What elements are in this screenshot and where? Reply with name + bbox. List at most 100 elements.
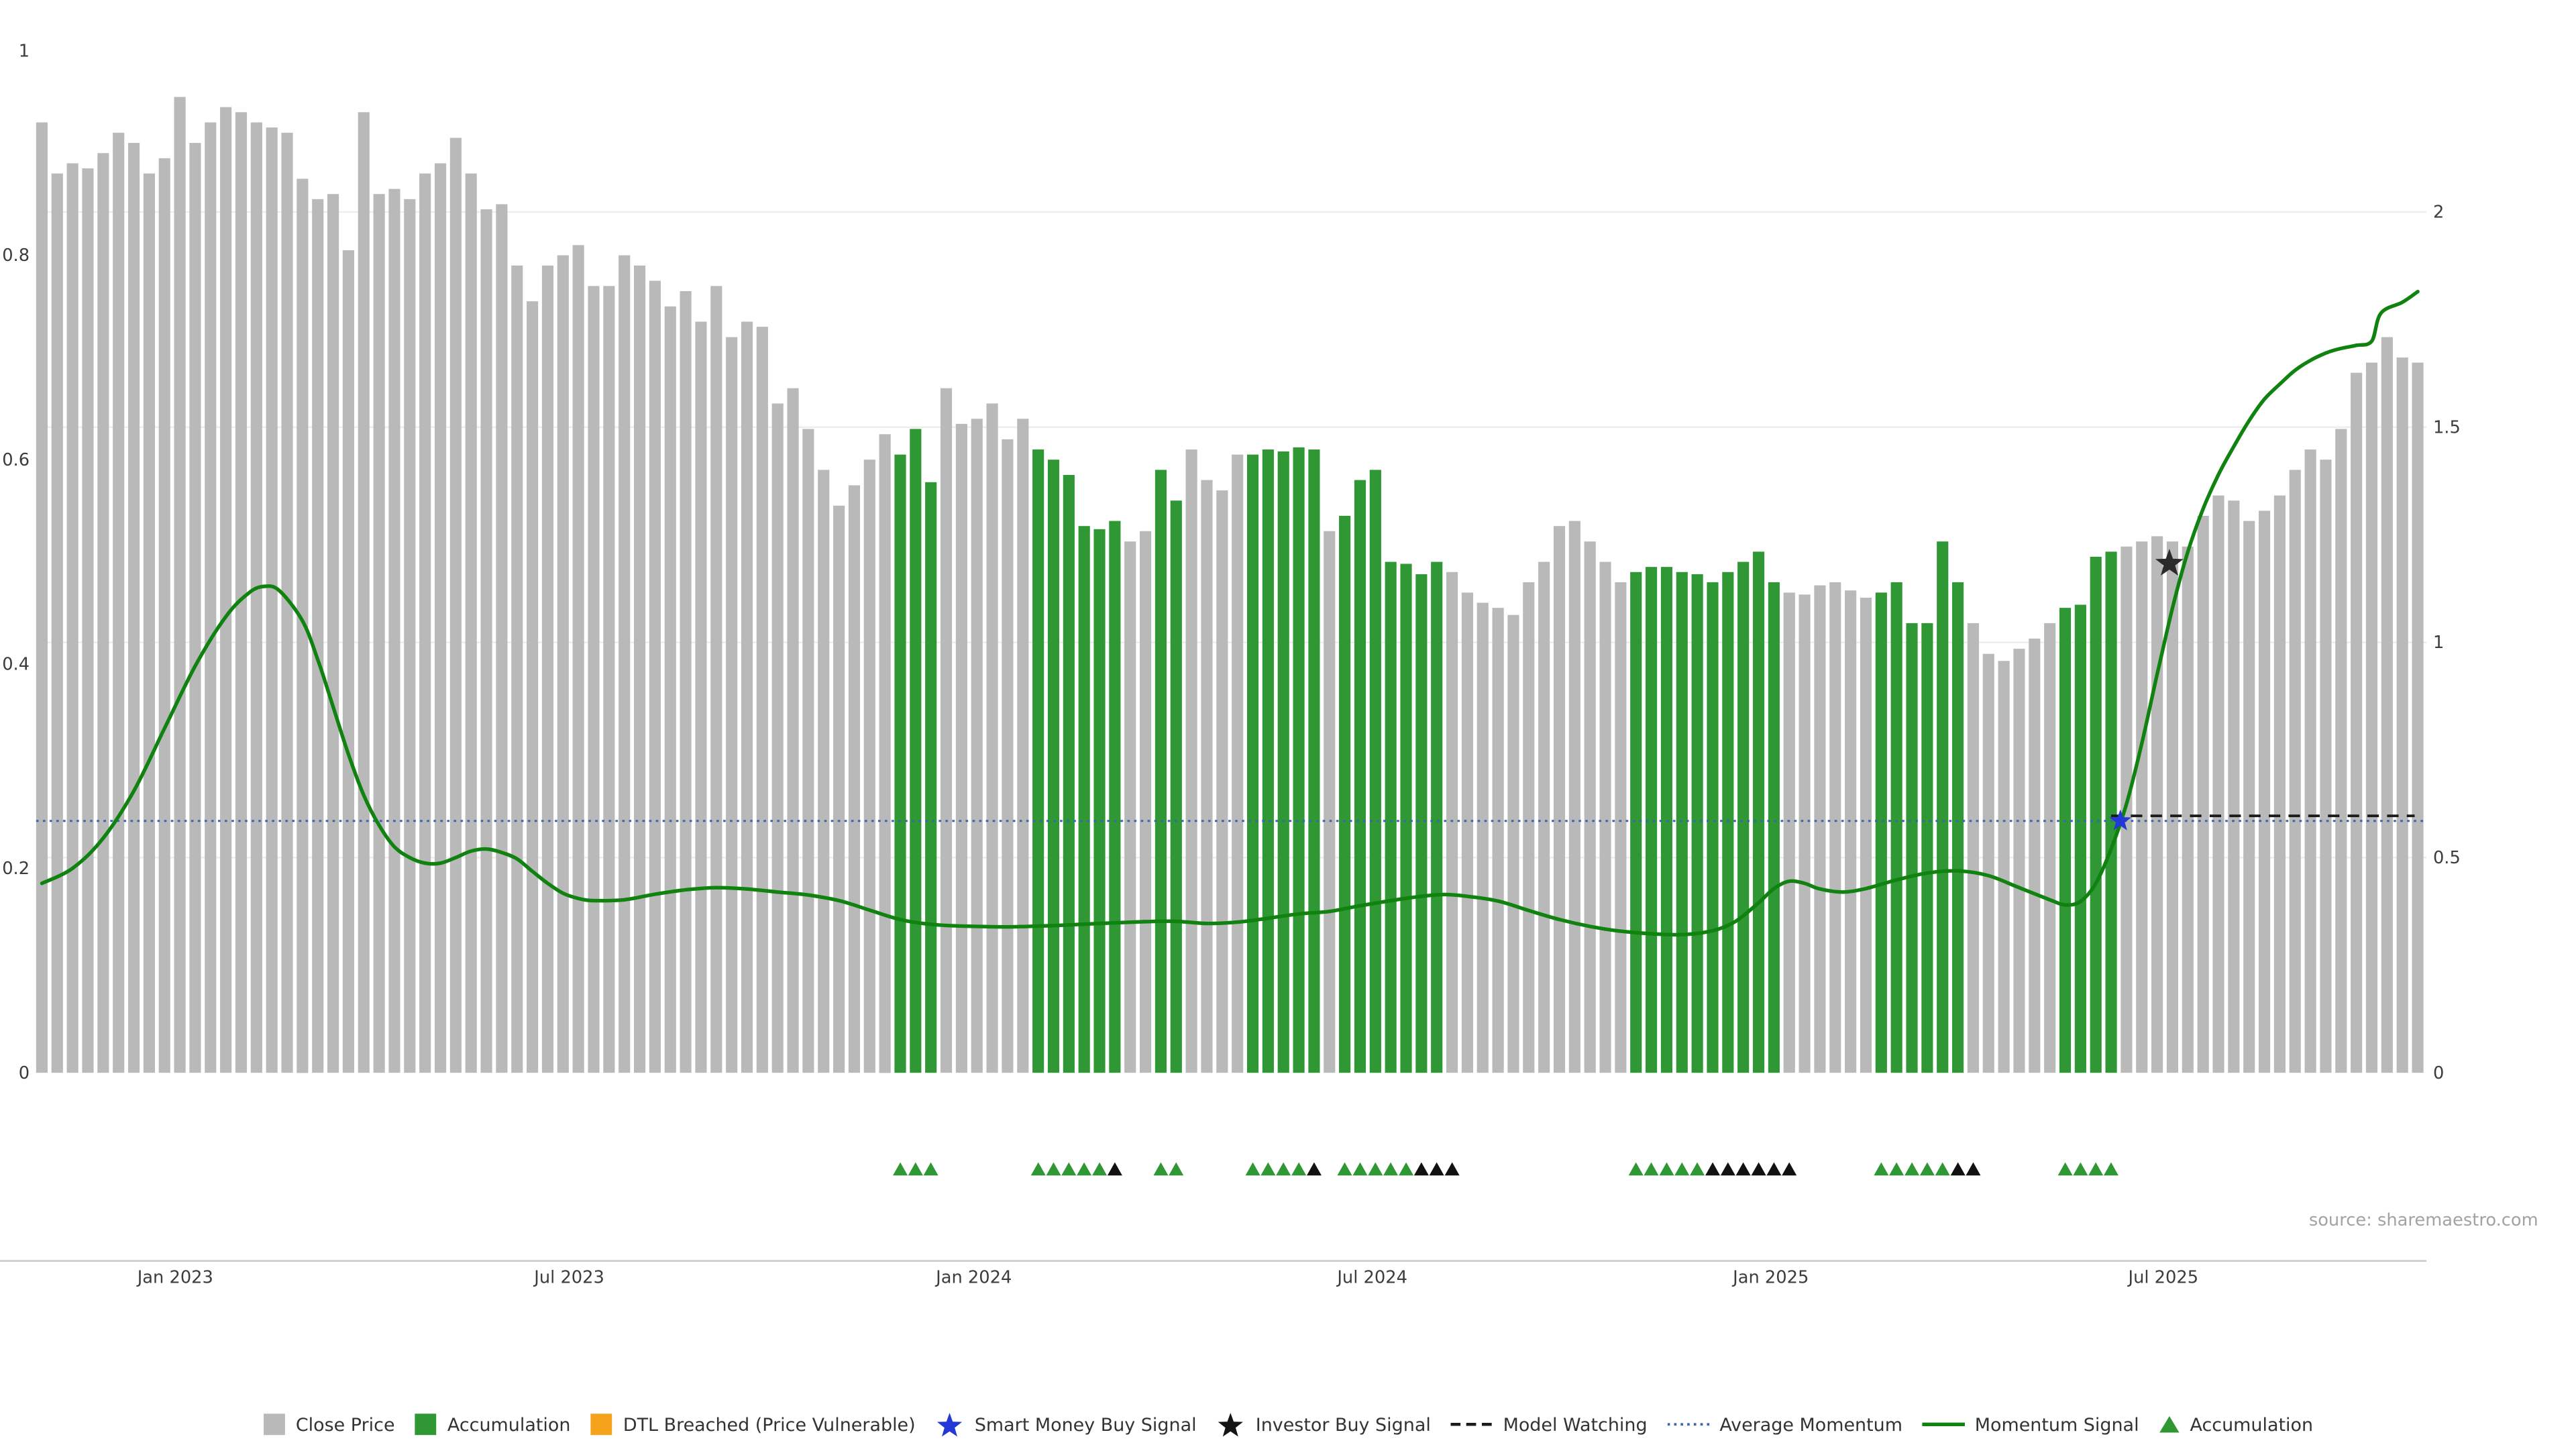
close-price-bar [879, 434, 891, 1073]
close-price-bar [51, 173, 63, 1073]
close-price-bar [235, 112, 248, 1073]
accumulation-triangle [908, 1162, 923, 1176]
close-price-bar [1982, 653, 1994, 1073]
close-price-bar [36, 122, 48, 1073]
legend-item-close-price: Close Price [263, 1413, 395, 1436]
close-price-bar [649, 280, 661, 1073]
close-price-bar [66, 163, 78, 1073]
accumulation-bar [1906, 623, 1918, 1073]
close-price-bar [2304, 449, 2316, 1073]
accumulation-bar [1890, 582, 1902, 1073]
accumulation-triangle [2073, 1162, 2088, 1176]
accumulation-triangle [1628, 1162, 1644, 1176]
close-price-bar [1783, 592, 1795, 1073]
close-price-bar [588, 286, 600, 1073]
price-bars [36, 97, 2424, 1073]
accumulation-triangle [1352, 1162, 1368, 1176]
close-price-bar [802, 429, 814, 1073]
close-price-bar [1185, 449, 1197, 1073]
close-price-bar [833, 505, 845, 1073]
close-price-bar [619, 255, 631, 1073]
legend-item-accumulation-marker: Accumulation [2159, 1413, 2313, 1435]
close-price-bar [955, 423, 967, 1073]
close-price-bar [2381, 337, 2393, 1073]
close-price-bar [388, 189, 400, 1073]
accumulation-triangle [1659, 1162, 1674, 1176]
close-price-bar [1446, 572, 1458, 1073]
momentum-signal-glyph [1922, 1422, 1966, 1426]
accumulation-bar [1063, 475, 1075, 1073]
accumulation-bar [1369, 470, 1381, 1073]
legend-label: Accumulation [2190, 1413, 2314, 1436]
accumulation-triangle [1030, 1162, 1046, 1176]
accumulation-bar [1047, 460, 1060, 1073]
accumulation-triangle [1368, 1162, 1383, 1176]
accumulation-bar [1093, 529, 1106, 1073]
close-price-bar [358, 112, 370, 1073]
close-price-bar [373, 194, 385, 1073]
accumulation-triangle [1077, 1162, 1092, 1176]
investor-triangle [1429, 1162, 1444, 1176]
close-price-bar [1477, 602, 1489, 1073]
x-axis-tick: Jan 2024 [934, 1268, 1012, 1288]
accumulation-bar [1400, 564, 1412, 1073]
close-price-bar [480, 209, 492, 1073]
legend-item-smart-money-buy-signal: Smart Money Buy Signal [935, 1410, 1197, 1438]
accumulation-triangle [1260, 1162, 1276, 1176]
close-price-bar [1568, 521, 1580, 1073]
legend-item-momentum-signal: Momentum Signal [1922, 1413, 2139, 1435]
signal-lines [36, 290, 2427, 937]
close-price-bar [680, 290, 692, 1073]
smart-money-buy-signal-glyph [937, 1411, 963, 1436]
close-price-bar [603, 286, 615, 1073]
close-price-bar [205, 122, 217, 1073]
close-price-bar [419, 173, 431, 1073]
close-price-bar [281, 132, 293, 1073]
close-price-bar [250, 122, 262, 1073]
accumulation-bar [925, 482, 937, 1073]
close-price-bar [220, 107, 232, 1073]
close-price-bar [726, 337, 738, 1073]
investor-triangle [1306, 1162, 1322, 1176]
investor-triangle [1735, 1162, 1751, 1176]
accumulation-triangle [1935, 1162, 1950, 1176]
close-price-bar [1461, 592, 1473, 1073]
right-axis-tick: 2 [2433, 202, 2444, 222]
close-price-bar [449, 138, 462, 1073]
x-axis-tick: Jan 2023 [136, 1268, 213, 1288]
accumulation-bar [1921, 623, 1933, 1073]
close-price-bar [1599, 561, 1611, 1073]
accumulation-bar [1415, 574, 1428, 1073]
close-price-bar [2412, 362, 2424, 1073]
close-price-bar [2320, 460, 2332, 1073]
accumulation-triangle [1674, 1162, 1690, 1176]
accumulation-triangle [1169, 1162, 1184, 1176]
momentum-signal-line [40, 290, 2420, 937]
close-price-bar [1845, 590, 1857, 1073]
close-price-bar [158, 158, 170, 1073]
close-price-bar [2396, 357, 2408, 1073]
close-price-bar [342, 250, 355, 1073]
investor-triangle [1950, 1162, 1966, 1176]
close-price-bar [710, 286, 722, 1073]
investor-triangle [1720, 1162, 1735, 1176]
legend-item-dtl-breached: DTL Breached (Price Vulnerable) [590, 1413, 916, 1436]
accumulation-bar [1032, 449, 1044, 1073]
close-price-bar [1216, 490, 1228, 1073]
close-price-bar [2351, 372, 2363, 1073]
close-price-bar [2273, 495, 2286, 1073]
investor-triangle [1705, 1162, 1721, 1176]
investor-triangle [1751, 1162, 1766, 1176]
x-axis-tick: Jan 2025 [1731, 1268, 1809, 1288]
investor-triangle [1782, 1162, 1797, 1176]
close-price-bar [1814, 585, 1826, 1073]
close-price-bar [695, 321, 707, 1073]
investor-buy-signal-glyph [1218, 1411, 1244, 1436]
accumulation-triangle [1061, 1162, 1077, 1176]
close-price-bar [2289, 470, 2301, 1073]
accumulation-triangle [1889, 1162, 1904, 1176]
close-price-bar [113, 132, 125, 1073]
investor-triangle [1966, 1162, 1981, 1176]
accumulation-triangle [1904, 1162, 1920, 1176]
left-axis-tick: 1 [19, 41, 30, 61]
